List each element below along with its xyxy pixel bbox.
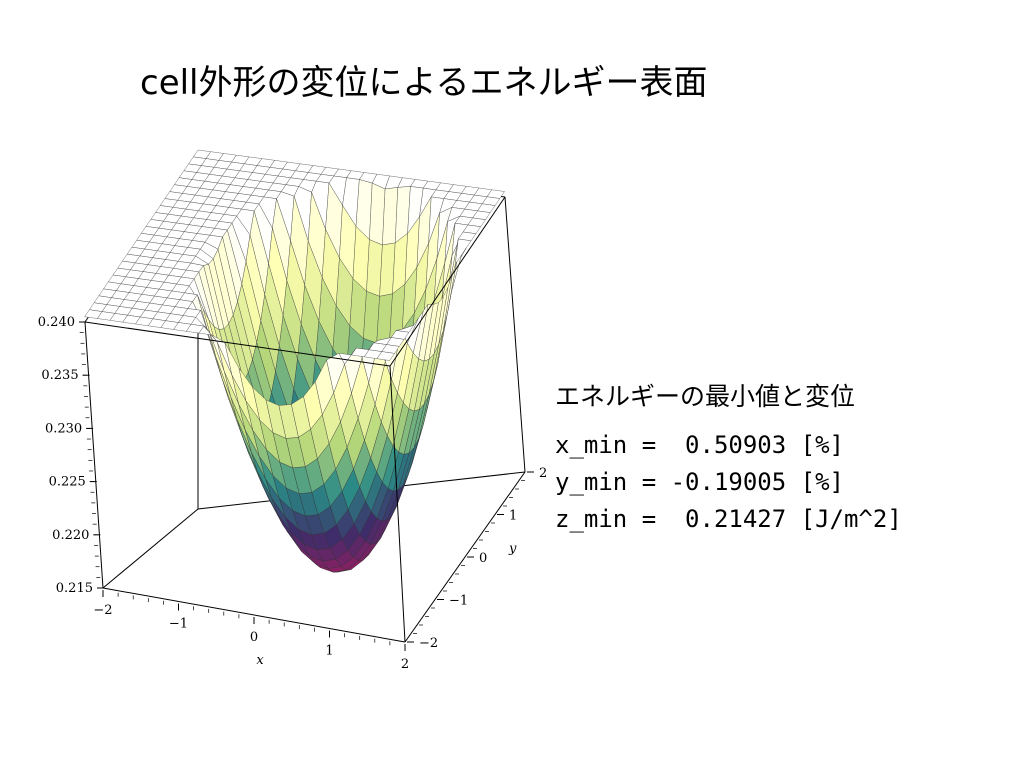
y-tick-label: 2: [539, 466, 547, 481]
y-min-result: y_min = -0.19005 [%]: [555, 468, 844, 496]
z-tick-label: 0.220: [52, 528, 89, 543]
results-panel: エネルギーの最小値と変位 x_min = 0.50903 [%] y_min =…: [555, 377, 902, 538]
box-edge: [404, 471, 526, 643]
x-min-result: x_min = 0.50903 [%]: [555, 431, 844, 459]
box-edge: [504, 196, 526, 473]
results-heading: エネルギーの最小値と変位: [555, 382, 856, 411]
y-tick-label: 1: [509, 509, 517, 524]
box-edge: [102, 508, 199, 589]
energy-surface: [84, 149, 506, 573]
z-tick-label: 0.230: [45, 421, 82, 436]
z-tick-label: 0.240: [38, 315, 75, 330]
x-axis-label: x: [256, 653, 264, 668]
axes: 0.215 0.220 0.225 0.230 0.235 0.240 −2 −1 0 1 2 x −2…: [38, 315, 548, 672]
z-min-result: z_min = 0.21427 [J/m^2]: [555, 505, 902, 533]
x-tick-label: −2: [93, 603, 112, 618]
box-edge: [102, 587, 406, 643]
box-edge: [389, 196, 506, 367]
y-axis-label: y: [508, 542, 517, 557]
x-tick-label: 0: [250, 630, 258, 645]
y-tick-label: −2: [419, 636, 438, 651]
x-tick-label: 2: [401, 657, 409, 672]
slide-title: cell外形の変位によるエネルギー表面: [140, 63, 708, 103]
x-tick-label: −1: [169, 617, 188, 632]
y-tick-label: −1: [449, 594, 468, 609]
box-edge: [389, 365, 406, 643]
box-edge: [84, 321, 391, 367]
x-tick-label: 1: [325, 644, 333, 659]
bounding-box-front: [84, 196, 526, 643]
z-tick-label: 0.225: [49, 475, 86, 490]
y-tick-label: 0: [479, 551, 487, 566]
surface-patch: [376, 351, 395, 361]
z-tick-label: 0.235: [41, 368, 78, 383]
box-edge: [84, 321, 104, 589]
z-tick-label: 0.215: [56, 581, 93, 596]
